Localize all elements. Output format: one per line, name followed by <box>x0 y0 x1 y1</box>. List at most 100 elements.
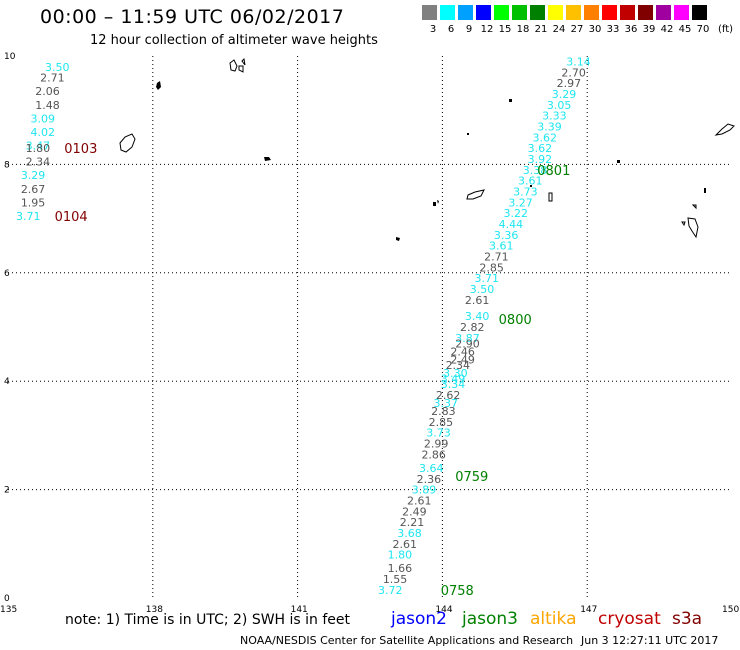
legend-label: 12 <box>480 24 494 35</box>
wave-height-label: 3.62 <box>532 131 557 144</box>
x-tick-label: 135 <box>0 605 17 615</box>
satellite-name: jason2 <box>391 609 447 629</box>
island <box>156 81 161 90</box>
wave-height-label: 2.61 <box>465 294 490 307</box>
wave-height-label: 3.14 <box>566 55 591 68</box>
island <box>119 133 136 153</box>
legend-swatch <box>620 5 635 20</box>
wave-height-label: 2.71 <box>484 251 509 264</box>
wave-height-label: 2.34 <box>446 359 471 372</box>
wave-height-label: 2.61 <box>392 538 417 551</box>
wave-height-label: 3.37 <box>434 397 459 410</box>
wave-height-label: 3.34 <box>441 378 466 391</box>
island <box>617 160 620 163</box>
legend-label: 18 <box>516 24 530 35</box>
wave-height-label: 3.72 <box>378 584 403 597</box>
wave-height-label: 3.09 <box>30 112 55 125</box>
legend-swatch <box>656 5 671 20</box>
wave-height-label: 2.99 <box>424 438 449 451</box>
legend-swatch <box>512 5 527 20</box>
wave-height-label: 3.50 <box>45 61 70 74</box>
wave-height-label: 3.64 <box>419 462 444 475</box>
legend-label: 70 <box>696 24 710 35</box>
pass-time-label: 0758 <box>441 584 474 599</box>
wave-height-label: 3.38 <box>523 164 548 177</box>
satellite-name: jason3 <box>462 609 518 629</box>
wave-height-label: 3.47 <box>26 139 51 152</box>
pass-time-label: 0801 <box>537 164 570 179</box>
wave-height-label: 2.90 <box>455 337 480 350</box>
wave-height-label: 2.82 <box>460 321 485 334</box>
map-title: 00:00 – 11:59 UTC 06/02/2017 <box>40 6 345 28</box>
legend-label: 6 <box>447 24 455 35</box>
legend-label: 39 <box>642 24 656 35</box>
wave-height-label: 2.06 <box>35 85 60 98</box>
legend-label: 45 <box>678 24 692 35</box>
x-tick-label: 150 <box>722 605 739 615</box>
wave-height-label: 3.89 <box>412 484 437 497</box>
wave-height-label: 1.80 <box>388 549 413 562</box>
island <box>530 185 532 187</box>
legend-label: 15 <box>498 24 512 35</box>
island <box>466 189 485 200</box>
legend-label: 27 <box>570 24 584 35</box>
wave-height-label: 2.85 <box>429 416 454 429</box>
wave-height-label: 3.61 <box>518 175 543 188</box>
wave-height-label: 3.49 <box>441 372 466 385</box>
legend-unit: (ft) <box>718 24 734 35</box>
x-tick-label: 138 <box>146 605 163 615</box>
legend-swatch <box>440 5 455 20</box>
x-tick-label: 147 <box>580 605 597 615</box>
wave-height-label: 2.67 <box>21 183 46 196</box>
legend-swatch <box>566 5 581 20</box>
wave-height-label: 1.48 <box>35 99 60 112</box>
wave-height-label: 2.62 <box>436 389 461 402</box>
wave-height-label: 2.83 <box>431 405 456 418</box>
wave-height-label: 2.49 <box>402 505 427 518</box>
y-tick-label: 0 <box>4 594 10 604</box>
wave-height-label: 3.40 <box>465 310 490 323</box>
wave-height-label: 1.55 <box>383 573 408 586</box>
wave-height-label: 3.50 <box>470 283 495 296</box>
grid-lines <box>8 56 732 598</box>
satellite-name: cryosat <box>598 609 661 629</box>
wave-height-label: 3.33 <box>542 110 567 123</box>
wave-height-label: 2.97 <box>557 77 582 90</box>
y-tick-label: 2 <box>4 486 10 496</box>
axis-ticks: 135 138 141 144 147 150 0 2 4 6 8 10 <box>0 52 739 615</box>
footer-timestamp: Jun 3 12:27:11 UTC 2017 <box>581 634 719 647</box>
wave-height-label: 3.62 <box>528 142 553 155</box>
island <box>467 133 469 135</box>
wave-height-label: 3.68 <box>397 527 422 540</box>
landmasses <box>119 57 735 241</box>
wave-height-label: 4.02 <box>30 126 55 139</box>
wave-height-label: 3.30 <box>443 367 468 380</box>
wave-height-label: 2.70 <box>561 66 586 79</box>
wave-height-label: 2.21 <box>400 516 425 529</box>
wave-height-label: 2.49 <box>450 354 475 367</box>
wave-height-label: 3.29 <box>552 88 577 101</box>
island <box>433 200 439 206</box>
island <box>681 204 699 239</box>
pass-time-label: 0103 <box>64 142 97 157</box>
wave-height-label: 3.39 <box>537 120 562 133</box>
legend-label: 30 <box>588 24 602 35</box>
legend-label: 42 <box>660 24 674 35</box>
wave-height-label: 2.36 <box>417 473 442 486</box>
note-text: note: 1) Time is in UTC; 2) SWH is in fe… <box>65 612 351 628</box>
x-tick-label: 141 <box>291 605 308 615</box>
island <box>264 157 271 161</box>
satellite-name: altika <box>530 609 577 629</box>
wave-height-label: 3.36 <box>494 229 518 242</box>
y-tick-label: 10 <box>4 52 16 62</box>
legend-label: 33 <box>606 24 620 35</box>
island <box>714 123 735 136</box>
legend-label: 3 <box>429 24 437 35</box>
wave-height-label: 3.05 <box>547 99 572 112</box>
wave-height-label: 3.71 <box>475 272 500 285</box>
legend-swatch <box>638 5 653 20</box>
wave-height-label: 3.92 <box>528 153 553 166</box>
y-tick-label: 4 <box>4 377 10 387</box>
legend-label: 24 <box>552 24 566 35</box>
